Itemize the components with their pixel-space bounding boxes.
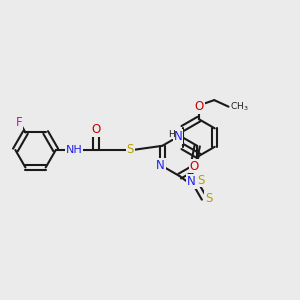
Text: N: N xyxy=(174,130,183,143)
Text: O: O xyxy=(91,123,101,136)
Text: F: F xyxy=(16,116,22,129)
Text: H: H xyxy=(168,130,175,139)
Text: N: N xyxy=(187,175,196,188)
Text: S: S xyxy=(197,174,205,187)
Text: O: O xyxy=(195,100,204,113)
Text: O: O xyxy=(190,160,199,172)
Text: CH$_3$: CH$_3$ xyxy=(230,100,249,113)
Text: N: N xyxy=(156,159,165,172)
Text: S: S xyxy=(205,192,212,205)
Text: S: S xyxy=(126,143,134,156)
Text: NH: NH xyxy=(66,145,83,155)
